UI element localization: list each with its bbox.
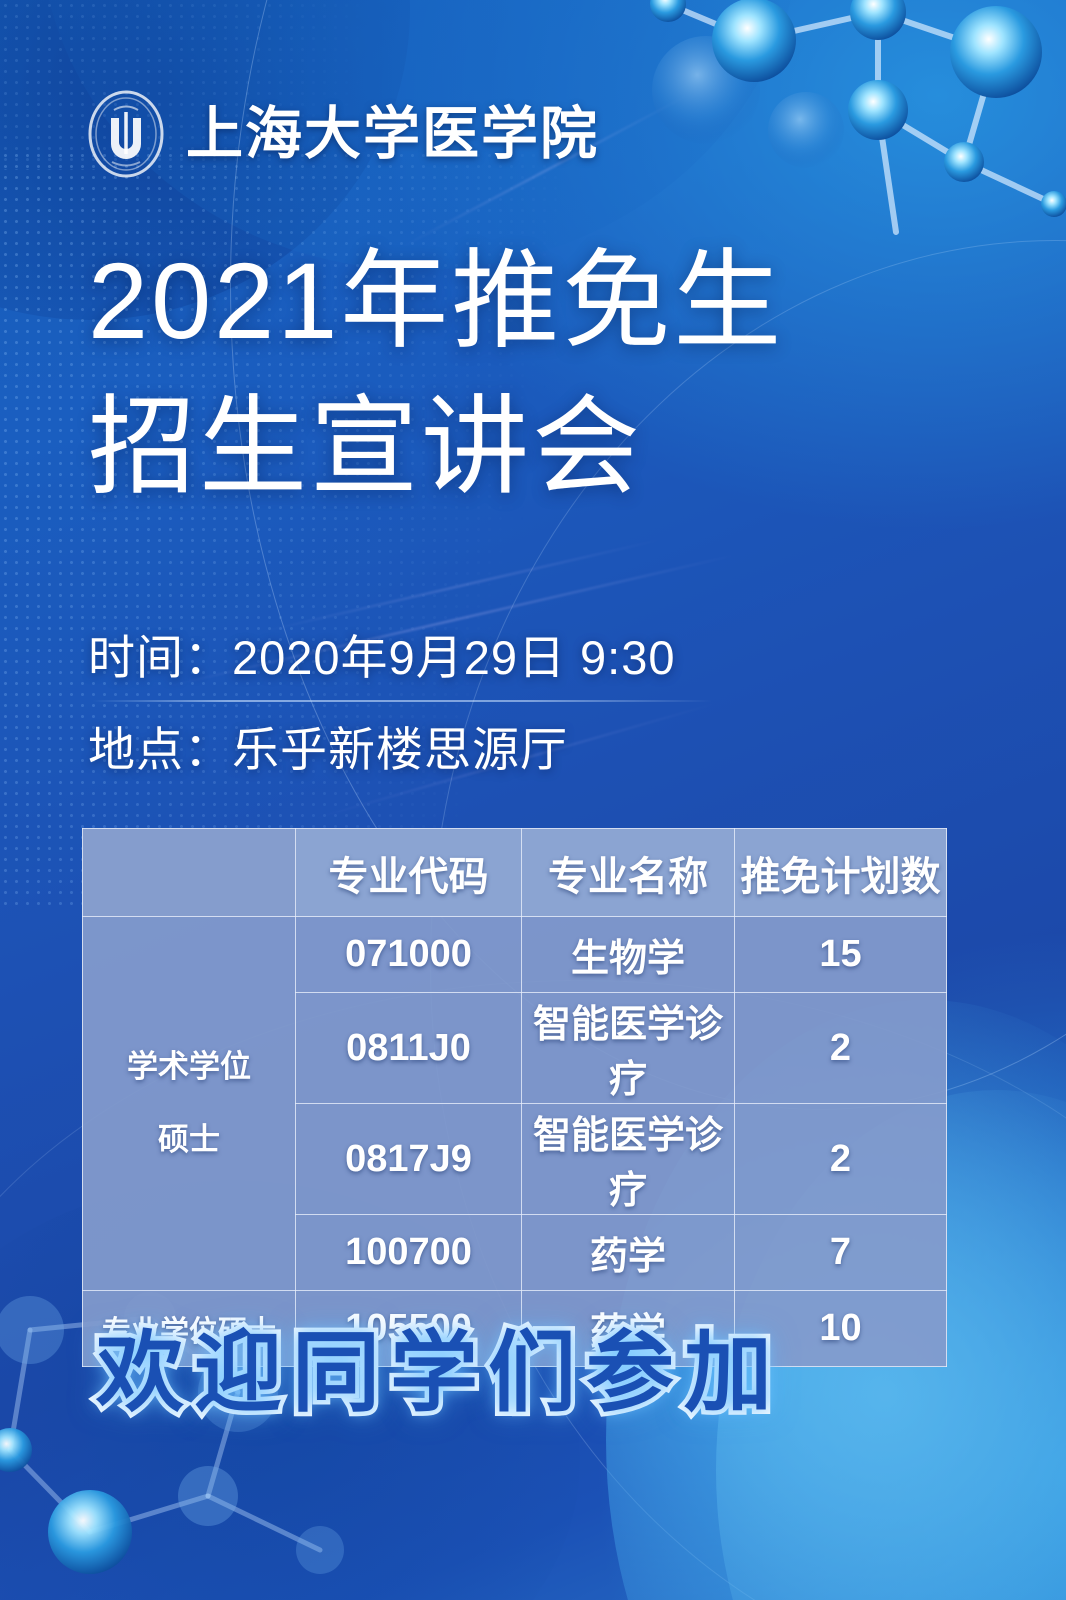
brand-header: 上海大学医学院 bbox=[84, 88, 599, 180]
degree-group-professional: 专业学位硕士 bbox=[82, 1290, 296, 1367]
event-details: 时间：2020年9月29日 9:30 地点：乐乎新楼思源厅 bbox=[88, 612, 676, 795]
table-header-quota: 推免计划数 bbox=[734, 828, 947, 917]
table-header-row: 专业代码 专业名称 推免计划数 bbox=[82, 828, 947, 917]
title-line-1: 2021年推免生 bbox=[88, 240, 785, 361]
major-code: 071000 bbox=[295, 916, 522, 993]
event-time: 时间：2020年9月29日 9:30 bbox=[88, 631, 676, 684]
major-code: 105500 bbox=[295, 1290, 522, 1367]
major-quota: 7 bbox=[734, 1214, 947, 1291]
event-place: 地点：乐乎新楼思源厅 bbox=[88, 722, 568, 776]
organization-name: 上海大学医学院 bbox=[186, 101, 599, 166]
major-quota: 2 bbox=[734, 1103, 947, 1215]
major-quota: 15 bbox=[734, 916, 947, 993]
major-name: 生物学 bbox=[521, 916, 735, 993]
quota-table-wrapper: 专业代码 专业名称 推免计划数 学术学位 硕士 071000 生物学 15 08… bbox=[82, 828, 947, 1367]
quota-table: 专业代码 专业名称 推免计划数 学术学位 硕士 071000 生物学 15 08… bbox=[82, 828, 947, 1367]
shu-crest-icon bbox=[84, 88, 168, 180]
table-row: 100700 药学 7 bbox=[83, 1214, 947, 1291]
major-code: 0811J0 bbox=[295, 992, 522, 1104]
degree-group-line-2: 硕士 bbox=[158, 1121, 220, 1157]
major-code: 100700 bbox=[295, 1214, 522, 1291]
welcome-banner: 欢迎同学们参加 bbox=[91, 1319, 783, 1427]
table-header-major-name: 专业名称 bbox=[521, 828, 735, 917]
major-name: 药学 bbox=[521, 1214, 735, 1291]
table-row: 0811J0 智能医学诊疗 2 bbox=[83, 992, 947, 1104]
degree-group-academic: 学术学位 硕士 bbox=[82, 916, 296, 1291]
table-row: 0817J9 智能医学诊疗 2 bbox=[83, 1103, 947, 1215]
table-header-major-code: 专业代码 bbox=[295, 828, 522, 917]
title-line-2: 招生宣讲会 bbox=[88, 385, 644, 507]
table-header-degree-type bbox=[82, 828, 296, 917]
major-quota: 2 bbox=[734, 992, 947, 1104]
major-name: 药学 bbox=[521, 1290, 735, 1367]
table-row: 学术学位 硕士 071000 生物学 15 bbox=[82, 916, 947, 1291]
poster-title: 2021年推免生 招生宣讲会 bbox=[88, 228, 784, 520]
table-row: 专业学位硕士 105500 药学 10 bbox=[82, 1290, 947, 1367]
major-code: 0817J9 bbox=[295, 1103, 522, 1215]
major-name: 智能医学诊疗 bbox=[521, 1103, 735, 1215]
major-name: 智能医学诊疗 bbox=[521, 992, 735, 1104]
major-quota: 10 bbox=[734, 1290, 947, 1367]
degree-group-line-1: 学术学位 bbox=[127, 1048, 251, 1084]
